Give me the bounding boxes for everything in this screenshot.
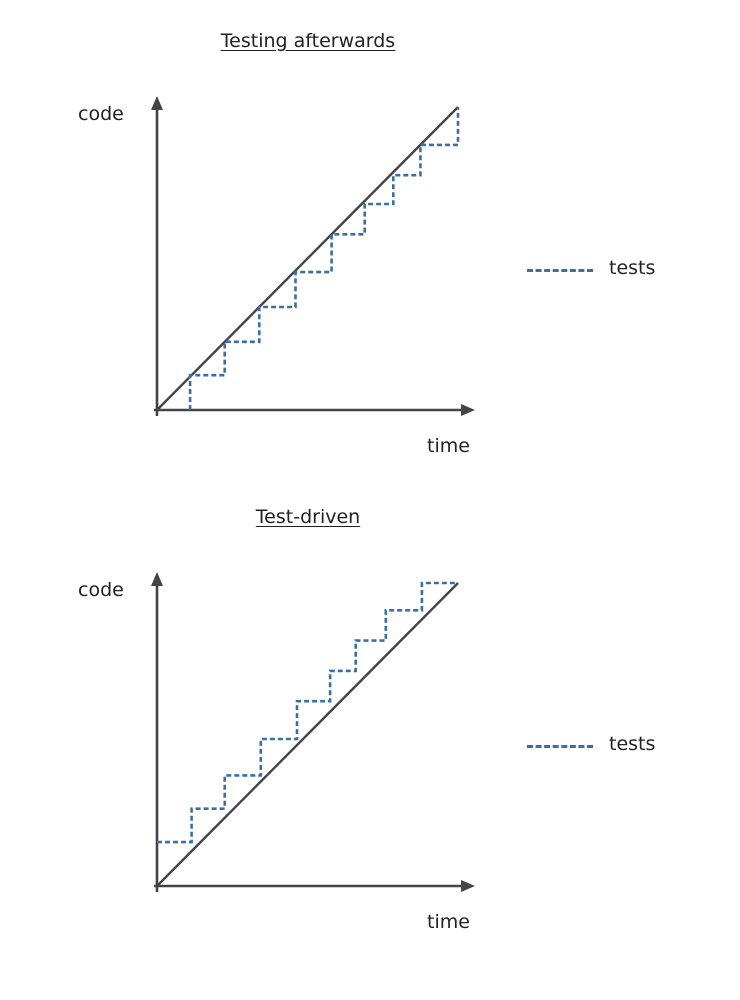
series-line-code: [156, 582, 459, 887]
legend-swatch-tests: [527, 269, 593, 272]
chart-title: Testing afterwards: [220, 30, 396, 52]
x-axis-arrow: [461, 880, 475, 892]
legend-swatch-tests: [527, 745, 593, 748]
series-line-tests: [157, 581, 458, 844]
x-axis-label: time: [427, 911, 470, 933]
series-line-tests: [188, 107, 460, 410]
chart-title: Test-driven: [255, 506, 361, 528]
plot-area: [151, 572, 475, 892]
x-axis-label: time: [427, 435, 470, 457]
chart-testing-afterwards: Testing afterwards code time tests: [0, 0, 740, 480]
y-axis-arrow: [151, 572, 163, 586]
legend: tests: [527, 733, 687, 759]
y-axis-label: code: [78, 579, 124, 601]
plot-area: [151, 96, 475, 416]
legend-label-tests: tests: [609, 733, 656, 755]
y-axis-label: code: [78, 103, 124, 125]
legend: tests: [527, 257, 687, 283]
x-axis-arrow: [461, 404, 475, 416]
legend-label-tests: tests: [609, 257, 656, 279]
y-axis-arrow: [151, 96, 163, 110]
series-line-code: [156, 106, 459, 411]
chart-test-driven: Test-driven code time tests: [0, 476, 740, 956]
